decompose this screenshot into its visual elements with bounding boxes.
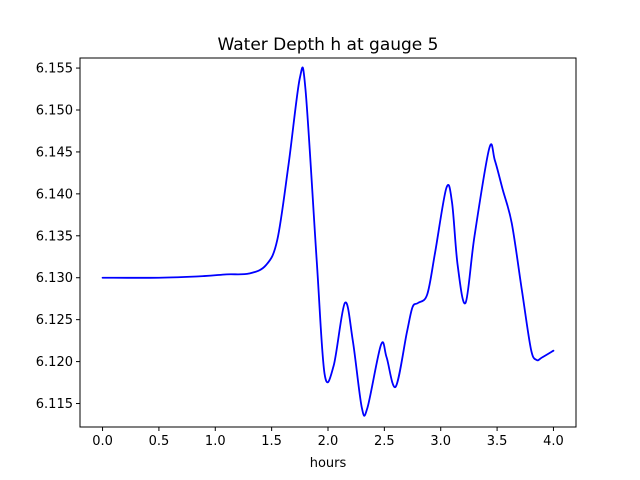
y-axis: 6.115 6.120 6.125 6.130 6.135 6.140 6.145 6.150… bbox=[36, 62, 80, 412]
y-tick-label: 6.120 bbox=[36, 355, 73, 370]
y-tick-label: 6.155 bbox=[36, 62, 73, 77]
y-tick-label: 6.150 bbox=[36, 103, 73, 118]
y-tick-label: 6.145 bbox=[36, 145, 73, 160]
x-tick-label: 1.5 bbox=[261, 434, 282, 449]
x-tick-label: 0.5 bbox=[149, 434, 170, 449]
x-tick-label: 2.5 bbox=[374, 434, 395, 449]
x-axis-label: hours bbox=[310, 456, 347, 471]
y-tick-label: 6.130 bbox=[36, 271, 73, 286]
y-tick-label: 6.115 bbox=[36, 397, 73, 412]
y-tick-label: 6.135 bbox=[36, 229, 73, 244]
x-tick-label: 1.0 bbox=[205, 434, 226, 449]
plot-frame bbox=[79, 57, 577, 428]
y-tick-label: 6.125 bbox=[36, 313, 73, 328]
x-tick-label: 0.0 bbox=[92, 434, 113, 449]
y-tick-label: 6.140 bbox=[36, 187, 73, 202]
plot-area bbox=[101, 66, 555, 417]
chart-title: Water Depth h at gauge 5 bbox=[218, 35, 439, 55]
x-axis: 0.0 0.5 1.0 1.5 2.0 2.5 3.0 3.5 4.0 bbox=[92, 427, 564, 449]
series-line bbox=[101, 66, 555, 417]
x-tick-label: 2.0 bbox=[318, 434, 339, 449]
x-tick-label: 4.0 bbox=[543, 434, 564, 449]
x-tick-label: 3.0 bbox=[430, 434, 451, 449]
x-tick-label: 3.5 bbox=[487, 434, 508, 449]
